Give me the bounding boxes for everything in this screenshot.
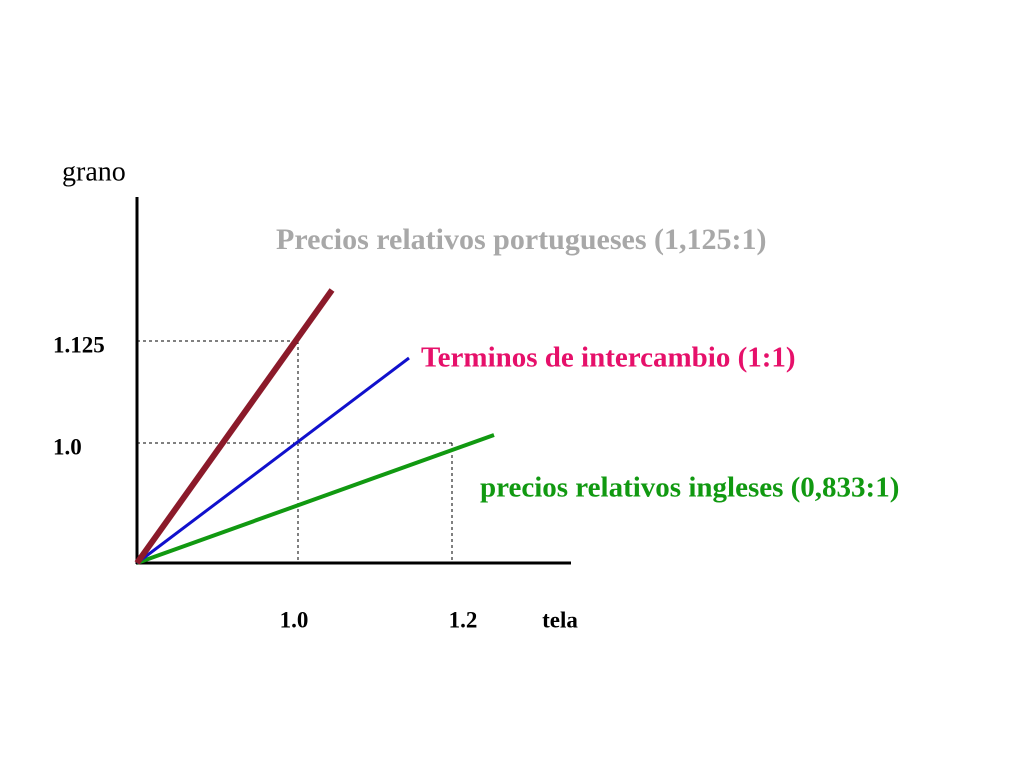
english-line [136,433,495,565]
portuguese-label: Precios relativos portugueses (1,125:1) [276,223,766,256]
x-axis-label: tela [542,607,578,632]
terms-line [136,356,410,565]
terms-label: Terminos de intercambio (1:1) [421,342,796,374]
x-tick-label: 1.0 [280,607,309,632]
english-label: precios relativos ingleses (0,833:1) [480,472,899,504]
portuguese-line [134,288,335,565]
y-tick-label: 1.125 [53,332,105,357]
x-tick-label: 1.2 [449,607,478,632]
y-tick-label: 1.0 [53,434,82,459]
y-axis-label: grano [62,156,126,187]
